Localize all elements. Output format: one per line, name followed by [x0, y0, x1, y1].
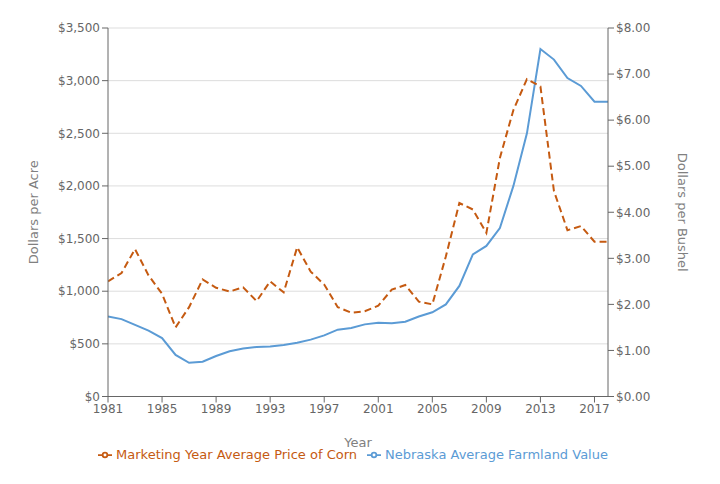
svg-text:$6.00: $6.00: [616, 113, 650, 127]
svg-text:1989: 1989: [201, 402, 232, 416]
svg-text:$500: $500: [69, 337, 100, 351]
svg-text:Dollars per Acre: Dollars per Acre: [26, 160, 41, 264]
svg-text:$2,000: $2,000: [58, 179, 100, 193]
svg-text:2017: 2017: [579, 402, 610, 416]
svg-text:$0.00: $0.00: [616, 390, 650, 404]
svg-text:$3,500: $3,500: [58, 21, 100, 35]
svg-text:$5.00: $5.00: [616, 159, 650, 173]
svg-text:2001: 2001: [363, 402, 394, 416]
svg-text:$2.00: $2.00: [616, 298, 650, 312]
svg-text:$1,500: $1,500: [58, 232, 100, 246]
svg-text:1993: 1993: [255, 402, 286, 416]
svg-text:$7.00: $7.00: [616, 67, 650, 81]
svg-text:2013: 2013: [525, 402, 556, 416]
svg-text:$8.00: $8.00: [616, 21, 650, 35]
svg-text:$2,500: $2,500: [58, 127, 100, 141]
svg-text:$0: $0: [85, 390, 100, 404]
svg-text:1981: 1981: [93, 402, 124, 416]
svg-text:Dollars per Bushel: Dollars per Bushel: [675, 153, 690, 272]
svg-text:$3,000: $3,000: [58, 74, 100, 88]
svg-text:$4.00: $4.00: [616, 206, 650, 220]
svg-text:1997: 1997: [309, 402, 340, 416]
html-text:Nebraska Average Farmland Valu: Nebraska Average Farmland Value: [385, 446, 608, 462]
svg-text:Year: Year: [343, 435, 372, 450]
svg-text:2005: 2005: [417, 402, 448, 416]
svg-text:$1,000: $1,000: [58, 284, 100, 298]
html-text:Marketing Year Average Price o: Marketing Year Average Price of Corn: [116, 446, 357, 462]
svg-text:$3.00: $3.00: [616, 252, 650, 266]
svg-text:2009: 2009: [471, 402, 502, 416]
svg-text:1985: 1985: [147, 402, 178, 416]
svg-text:$1.00: $1.00: [616, 344, 650, 358]
